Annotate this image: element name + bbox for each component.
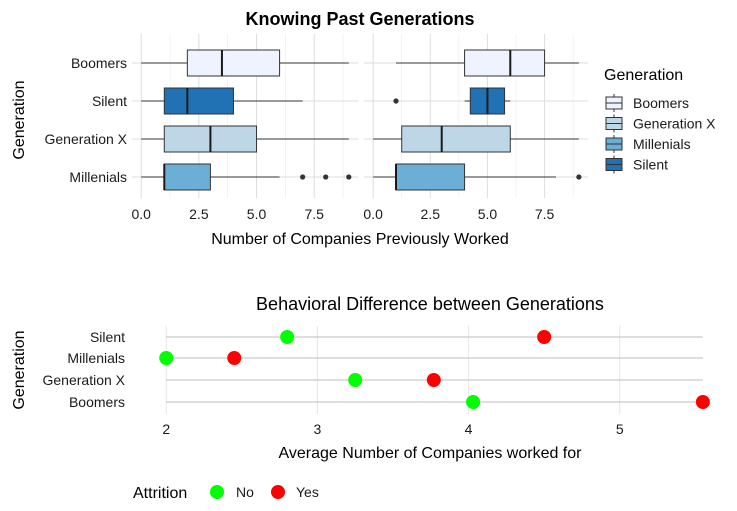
boxplot-x-axis-title: Number of Companies Previously Worked: [211, 231, 509, 248]
boxplot-panel-left: 0.0 2.5 5.0 7.5: [131, 34, 358, 222]
y-tick-label-millenials: Millenials: [69, 169, 127, 185]
outlier-point: [346, 174, 352, 180]
y-tick-label-silent: Silent: [92, 93, 127, 109]
y-tick-label-generation-x: Generation X: [43, 372, 126, 388]
dot-chart-x-axis-title: Average Number of Companies worked for: [279, 445, 583, 462]
point-yes-silent: [537, 330, 552, 344]
box-boomers: [396, 49, 579, 77]
attrition-legend: Attrition No Yes: [133, 484, 319, 502]
point-yes-boomers: [695, 395, 710, 409]
box-boomers: [141, 49, 349, 77]
legend-item-boomers: Boomers: [605, 94, 689, 112]
y-tick-label-silent: Silent: [90, 329, 125, 345]
box-iqr: [464, 49, 546, 77]
boxplot-title: Knowing Past Generations: [245, 9, 474, 29]
outlier-point: [300, 174, 306, 180]
legend-key-dot: [271, 485, 285, 499]
x-tick-label: 0.0: [363, 206, 383, 222]
legend-item-label: Silent: [633, 157, 668, 173]
x-tick-label: 0.0: [131, 206, 151, 222]
point-no-silent: [280, 330, 295, 344]
dot-chart-panel: Silent Millenials Generation X Boomers 2 3 4 5: [43, 326, 710, 437]
y-tick-label-boomers: Boomers: [71, 55, 127, 71]
x-tick-label: 4: [465, 421, 473, 437]
box-millenials: [373, 163, 582, 191]
box-generation-x: [373, 125, 579, 153]
x-tick-label: 2.5: [189, 206, 209, 222]
x-tick-label: 5.0: [478, 206, 498, 222]
legend-item-no: No: [210, 484, 254, 500]
box-iqr: [163, 163, 211, 191]
dot-chart-title: Behavioral Difference between Generation…: [256, 294, 604, 314]
outlier-point: [393, 98, 399, 104]
box-millenials: [141, 163, 352, 191]
x-tick-label: 7.5: [535, 206, 555, 222]
point-no-boomers: [466, 395, 481, 409]
box-generation-x: [141, 125, 349, 153]
legend-item-generation-x: Generation X: [605, 114, 716, 133]
legend-key-dot: [210, 485, 224, 499]
legend-item-label: Boomers: [633, 95, 689, 111]
box-iqr: [395, 163, 466, 191]
box-silent: [393, 87, 511, 115]
legend-item-label: Yes: [296, 484, 319, 500]
legend-item-millenials: Millenials: [605, 135, 691, 153]
legend-item-label: No: [236, 484, 254, 500]
generation-legend: Generation Boomers Generation X Millenials…: [604, 67, 716, 174]
boxplot-y-axis-title: Generation: [11, 80, 28, 159]
box-iqr: [401, 125, 511, 153]
y-tick-label-generation-x: Generation X: [45, 131, 128, 147]
boxplot-panel-right: 0.0 2.5 5.0 7.5: [363, 34, 588, 222]
attrition-legend-title: Attrition: [133, 485, 187, 502]
legend-item-silent: Silent: [605, 155, 668, 174]
dot-chart-y-axis-title: Generation: [11, 330, 28, 409]
outlier-point: [323, 174, 329, 180]
y-tick-label-millenials: Millenials: [67, 350, 125, 366]
x-tick-label: 2.5: [421, 206, 441, 222]
outlier-point: [576, 174, 582, 180]
x-tick-label: 3: [314, 421, 322, 437]
x-tick-label: 5: [616, 421, 624, 437]
dot-chart: Behavioral Difference between Generation…: [11, 294, 710, 502]
boxplot-y-tick-labels: Boomers Silent Generation X Millenials: [45, 55, 128, 185]
generation-legend-title: Generation: [604, 67, 683, 84]
x-tick-label: 5.0: [247, 206, 267, 222]
box-iqr: [163, 87, 234, 115]
point-yes-millenials: [227, 351, 242, 365]
point-yes-generation-x: [426, 373, 441, 387]
legend-item-label: Millenials: [633, 136, 691, 152]
point-no-millenials: [159, 351, 174, 365]
box-iqr: [186, 49, 281, 77]
legend-item-yes: Yes: [271, 484, 319, 500]
x-tick-label: 7.5: [304, 206, 324, 222]
boxplot-chart: Knowing Past Generations Generation Numb…: [11, 9, 716, 248]
point-no-generation-x: [348, 373, 363, 387]
x-tick-label: 2: [162, 421, 170, 437]
y-tick-label-boomers: Boomers: [69, 394, 125, 410]
legend-item-label: Generation X: [633, 116, 716, 132]
box-silent: [141, 87, 303, 115]
